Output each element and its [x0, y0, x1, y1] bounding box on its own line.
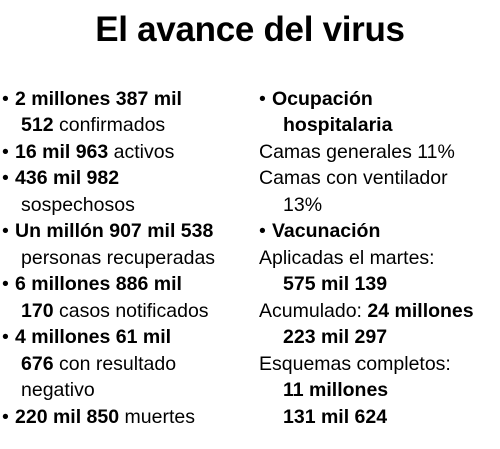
negativos-label: con resultado	[58, 353, 177, 375]
acumulado-line1: Acumulado: 24 millones	[259, 298, 474, 325]
recuperadas-label: personas recuperadas	[21, 247, 216, 269]
confirmados-label: confirmados	[58, 114, 166, 136]
stat-negativos-line2: 676 con resultado	[21, 351, 176, 378]
acumulado-line2: 223 mil 297	[283, 324, 387, 351]
muertes-label: muertes	[124, 406, 195, 428]
aplicadas-number-text: 575 mil 139	[283, 273, 388, 295]
bullet: •	[2, 141, 9, 163]
acumulado-label: Acumulado:	[259, 300, 362, 322]
ocupacion-heading-text: Ocupación	[272, 88, 373, 110]
confirmados-number-tail: 512	[21, 114, 54, 136]
stat-notificados-line1: • 6 millones 886 mil	[2, 271, 182, 298]
negativos-number: 4 millones 61 mil	[15, 326, 172, 348]
acumulado-number-tail: 223 mil 297	[283, 326, 388, 348]
bullet: •	[259, 88, 266, 110]
acumulado-number: 24 millones	[367, 300, 474, 322]
esquemas-line2: 131 mil 624	[283, 404, 387, 431]
bullet: •	[2, 406, 9, 428]
ocupacion-heading-tail: hospitalaria	[283, 112, 392, 139]
camas-ventilador: Camas con ventilador	[259, 167, 448, 189]
stat-confirmados-line2: 512 confirmados	[21, 112, 165, 139]
bullet: •	[2, 88, 9, 110]
stat-negativos-line1: • 4 millones 61 mil	[2, 324, 171, 351]
ocupacion-heading-text-tail: hospitalaria	[283, 114, 393, 136]
activos-label: activos	[113, 141, 175, 163]
bullet: •	[2, 326, 9, 348]
esquemas-line1: 11 millones	[283, 377, 388, 404]
esquemas-label: Esquemas completos:	[259, 353, 451, 375]
page-title: El avance del virus	[95, 10, 405, 49]
bullet: •	[2, 220, 9, 242]
vacunacion-heading: • Vacunación	[259, 218, 380, 245]
camas-ventilador-pct: 13%	[283, 194, 323, 216]
sospechosos-number: 436 mil 982	[15, 167, 120, 189]
stat-sospechosos-line1: • 436 mil 982	[2, 165, 119, 192]
stat-confirmados-line1: • 2 millones 387 mil	[2, 86, 182, 113]
stat-muertes: • 220 mil 850 muertes	[2, 404, 195, 431]
notificados-number: 6 millones 886 mil	[15, 273, 182, 295]
camas-generales: Camas generales 11%	[259, 141, 455, 163]
confirmados-number: 2 millones 387 mil	[15, 88, 182, 110]
esquemas-number-tail: 131 mil 624	[283, 406, 388, 428]
esquemas-number: 11 millones	[283, 379, 389, 401]
notificados-label: casos notificados	[58, 300, 209, 322]
notificados-number-tail: 170	[21, 300, 54, 322]
stat-notificados-line2: 170 casos notificados	[21, 298, 209, 325]
stat-activos: • 16 mil 963 activos	[2, 139, 174, 166]
activos-number: 16 mil 963	[15, 141, 109, 163]
aplicadas-number: 575 mil 139	[283, 271, 387, 298]
muertes-number: 220 mil 850	[15, 406, 120, 428]
ocupacion-heading: • Ocupación	[259, 86, 373, 113]
bullet: •	[259, 220, 266, 242]
sospechosos-label: sospechosos	[21, 194, 135, 216]
aplicadas-label: Aplicadas el martes:	[259, 247, 435, 269]
bullet: •	[2, 167, 9, 189]
negativos-label-tail: negativo	[21, 379, 95, 401]
bullet: •	[2, 273, 9, 295]
negativos-number-tail: 676	[21, 353, 54, 375]
vacunacion-heading-text: Vacunación	[272, 220, 381, 242]
recuperadas-number: Un millón 907 mil 538	[15, 220, 214, 242]
stat-recuperadas-line1: • Un millón 907 mil 538	[2, 218, 213, 245]
